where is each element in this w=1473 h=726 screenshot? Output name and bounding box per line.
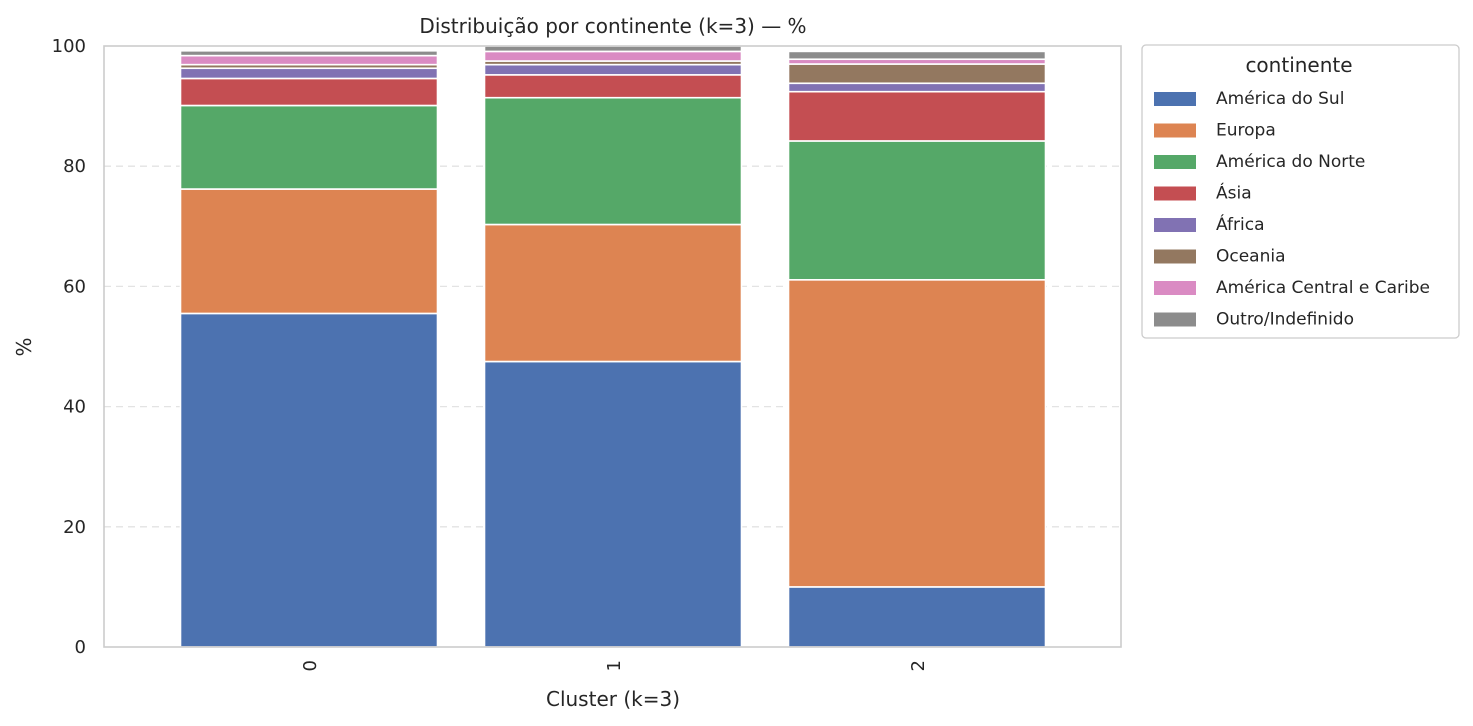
bar-segment [483,45,743,53]
bar-segment [787,63,1047,85]
legend-item: Oceania [1154,247,1286,267]
bar-segment [787,278,1047,588]
bars-group [179,45,1047,648]
y-axis-label: % [12,337,36,356]
y-axis-ticks: 0 20 40 60 80 100 [52,36,86,658]
bar-segment [483,50,743,62]
legend-swatch [1154,123,1196,138]
x-axis-ticks: 0 1 2 [300,660,929,671]
legend-item: América Central e Caribe [1154,278,1430,298]
legend-swatch [1154,312,1196,327]
legend-frame [1141,44,1460,339]
legend-item: Europa [1154,121,1276,141]
legend-label: Europa [1216,121,1276,141]
bar-segment [787,586,1047,648]
legend-label: Ásia [1216,182,1252,204]
bar-segment [787,90,1047,142]
bar-segment [179,188,439,315]
legend-swatch [1154,155,1196,169]
legend-item: América do Norte [1154,152,1365,172]
legend-label: África [1216,213,1265,235]
legend-item: África [1154,213,1265,235]
y-tick-label: 20 [63,517,86,538]
x-tick-label: 1 [604,660,625,671]
legend-item: Outro/Indefinido [1154,310,1354,330]
bar-segment [179,104,439,190]
y-tick-label: 100 [52,36,86,57]
legend-label: Outro/Indefinido [1216,310,1354,330]
legend-label: América do Sul [1216,89,1344,109]
legend-item: Ásia [1154,182,1252,204]
legend-swatch [1154,249,1196,264]
bar-segment [483,223,743,363]
bar-segment [483,63,743,76]
legend-title: continente [1245,53,1352,77]
bar-segment [179,77,439,107]
bar-segment [483,360,743,648]
x-axis-label: Cluster (k=3) [546,687,680,711]
x-tick-label: 2 [908,660,929,671]
bar-segment [787,50,1047,61]
bar-segment [179,50,439,57]
bar-segment [787,82,1047,93]
legend-item: América do Sul [1154,89,1344,109]
bar-segment [179,54,439,66]
y-tick-label: 40 [63,397,86,418]
bar-segment [179,67,439,80]
bar-segment [179,312,439,648]
legend-label: América Central e Caribe [1216,278,1430,298]
chart-title: Distribuição por continente (k=3) — % [419,14,806,38]
bar-segment [787,140,1047,281]
y-tick-label: 80 [63,156,86,177]
legend-swatch [1154,186,1196,201]
legend-items: América do Sul Europa América do Norte Ásia… [1154,89,1430,330]
bar-segment [483,74,743,99]
plot-frame [103,45,1122,648]
y-tick-label: 0 [75,637,86,658]
legend-swatch [1154,281,1196,295]
bar-segment [483,96,743,226]
legend-swatch [1154,92,1196,106]
legend-swatch [1154,218,1196,232]
x-tick-label: 0 [300,660,321,671]
y-tick-label: 60 [63,276,86,297]
legend-label: Oceania [1216,247,1286,267]
legend-label: América do Norte [1216,152,1365,172]
